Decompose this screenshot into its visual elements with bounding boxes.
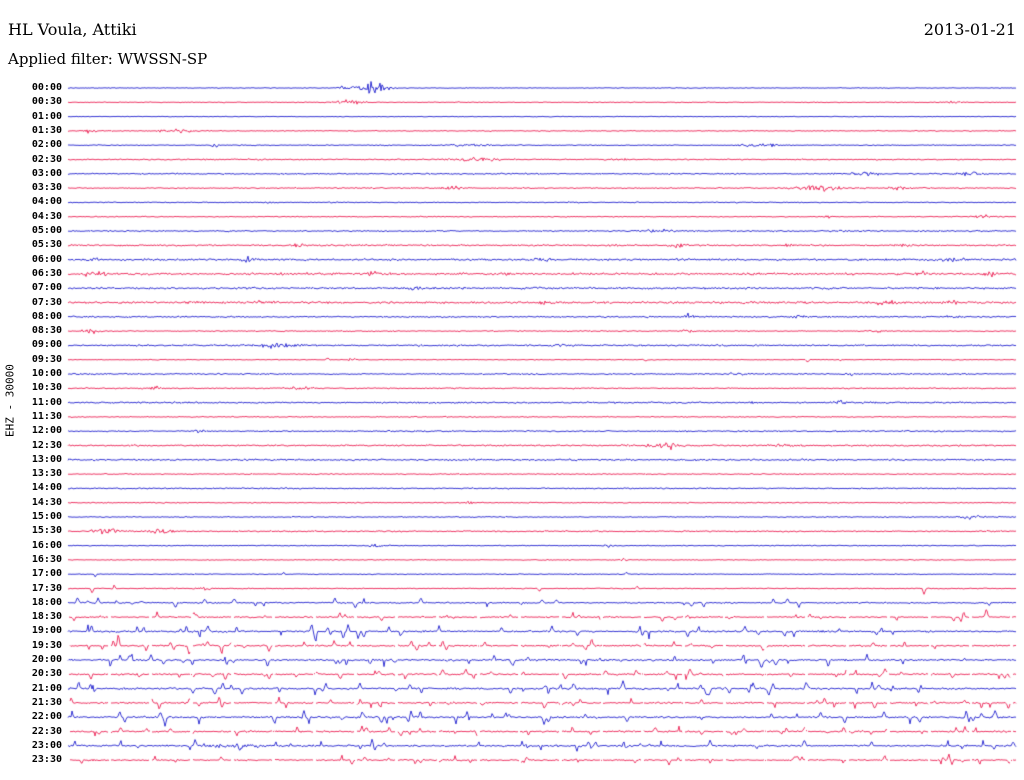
row-time-label: 16:00 bbox=[31, 539, 62, 551]
row-time-label: 13:30 bbox=[31, 468, 62, 480]
row-time-label: 13:00 bbox=[31, 453, 62, 465]
row-time-label: 07:00 bbox=[31, 282, 62, 294]
row-time-label: 20:30 bbox=[31, 668, 62, 680]
row-time-label: 23:00 bbox=[31, 739, 62, 751]
row-time-label: 18:00 bbox=[31, 596, 62, 608]
row-time-label: 01:00 bbox=[31, 110, 62, 122]
row-time-label: 20:00 bbox=[31, 654, 62, 665]
row-time-label: 06:00 bbox=[31, 253, 62, 265]
row-time-label: 11:30 bbox=[31, 410, 62, 422]
row-time-label: 15:30 bbox=[31, 525, 62, 537]
row-time-label: 12:00 bbox=[31, 425, 62, 437]
row-time-label: 12:30 bbox=[31, 439, 62, 451]
row-time-label: 17:00 bbox=[31, 568, 62, 580]
row-time-label: 11:00 bbox=[31, 396, 62, 408]
row-time-label: 19:00 bbox=[31, 625, 62, 637]
row-time-label: 19:30 bbox=[31, 639, 62, 651]
row-time-label: 16:30 bbox=[31, 553, 62, 565]
row-time-label: 18:30 bbox=[31, 611, 62, 623]
row-time-label: 14:30 bbox=[31, 496, 62, 508]
row-time-label: 01:30 bbox=[31, 124, 62, 136]
row-time-label: 00:00 bbox=[31, 82, 62, 93]
row-time-label: 03:30 bbox=[31, 182, 62, 194]
row-time-label: 10:00 bbox=[31, 368, 62, 379]
row-time-label: 21:30 bbox=[31, 696, 62, 708]
row-time-label: 03:00 bbox=[31, 167, 62, 179]
row-time-label: 22:30 bbox=[31, 725, 62, 737]
row-time-label: 08:30 bbox=[31, 325, 62, 337]
row-time-label: 10:30 bbox=[31, 382, 62, 394]
row-time-label: 09:00 bbox=[31, 339, 62, 351]
row-time-label: 00:30 bbox=[31, 96, 62, 108]
row-time-label: 17:30 bbox=[31, 582, 62, 594]
row-time-label: 21:00 bbox=[31, 682, 62, 694]
row-time-label: 05:30 bbox=[31, 239, 62, 251]
row-time-label: 23:30 bbox=[31, 754, 62, 766]
row-time-label: 14:00 bbox=[31, 482, 62, 494]
row-time-label: 04:00 bbox=[31, 196, 62, 208]
row-time-label: 04:30 bbox=[31, 210, 62, 222]
row-time-label: 08:00 bbox=[31, 310, 62, 322]
row-time-label: 09:30 bbox=[31, 353, 62, 365]
time-labels: 00:00 00:30 01:00 01:30 02:00 02:30 03:00 03:30… bbox=[0, 0, 64, 780]
row-time-label: 02:30 bbox=[31, 153, 62, 165]
row-time-label: 15:00 bbox=[31, 511, 62, 522]
row-time-label: 07:30 bbox=[31, 296, 62, 308]
row-time-label: 05:00 bbox=[31, 225, 62, 236]
row-time-label: 02:00 bbox=[31, 139, 62, 151]
row-time-label: 22:00 bbox=[31, 711, 62, 723]
row-time-label: 06:30 bbox=[31, 267, 62, 279]
